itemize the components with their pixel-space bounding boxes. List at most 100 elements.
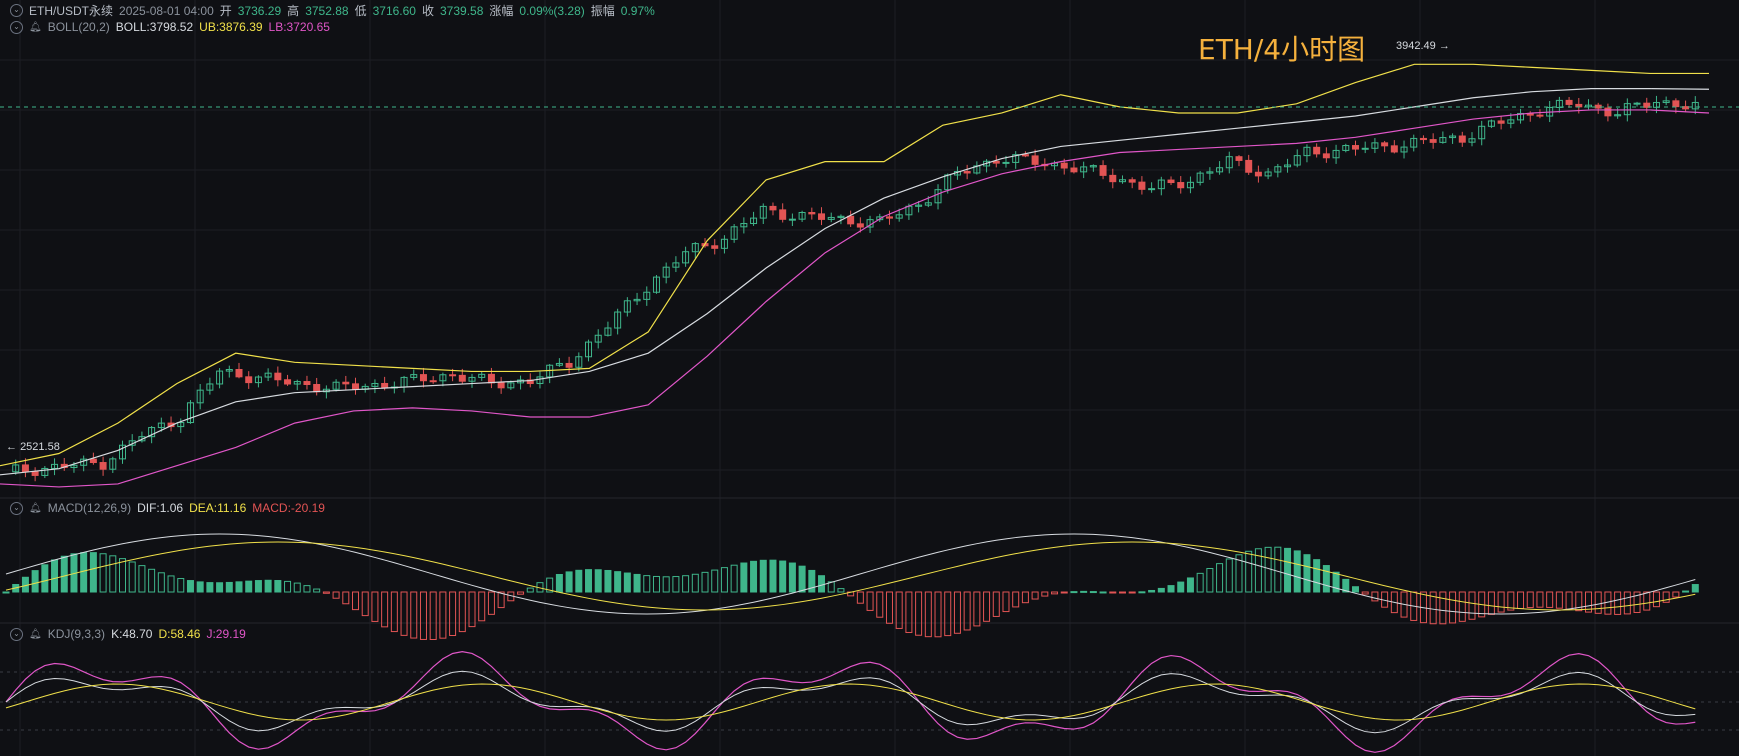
candle-body — [1623, 103, 1631, 116]
macd-bar — [720, 567, 728, 593]
low-value: 3716.60 — [372, 3, 416, 18]
candle-body — [1439, 137, 1447, 143]
macd-bar — [837, 588, 845, 593]
candle-body — [856, 223, 864, 228]
macd-bar — [51, 559, 59, 593]
boll-mid: BOLL:3798.52 — [115, 20, 194, 34]
macd-bar — [915, 591, 923, 636]
open-label: 开 — [219, 4, 232, 18]
candle-body — [478, 373, 486, 378]
macd-bar — [1313, 559, 1321, 593]
macd-bar — [682, 575, 690, 593]
macd-bar — [410, 591, 418, 639]
macd-bar — [876, 591, 884, 618]
macd-bar — [983, 591, 991, 622]
macd-header: ⌄ 🔔︎ MACD(12,26,9) DIF:1.06 DEA:11.16 MA… — [10, 501, 325, 515]
macd-bar — [1186, 577, 1194, 593]
candle-body — [1070, 167, 1078, 173]
low-marker: ← 2521.58 — [6, 441, 60, 453]
macd-bar — [623, 572, 631, 593]
macd-bar — [788, 562, 796, 593]
collapse-icon[interactable]: ⌄ — [10, 20, 23, 34]
candle-body — [177, 422, 185, 428]
macd-bar — [526, 587, 534, 593]
macd-dif: DIF:1.06 — [137, 501, 184, 515]
macd-bar — [973, 591, 981, 627]
macd-bar — [284, 580, 292, 593]
macd-bar — [254, 580, 262, 593]
candle-body — [293, 381, 301, 385]
bell-icon[interactable]: 🔔︎ — [29, 21, 42, 33]
candle-body — [1245, 159, 1253, 173]
candle-body — [1109, 174, 1117, 183]
collapse-icon[interactable]: ⌄ — [10, 4, 23, 17]
candle-body — [371, 382, 379, 387]
change-value: 0.09%(3.28) — [519, 3, 585, 18]
macd-bar — [662, 576, 670, 593]
macd-bar — [1546, 591, 1554, 608]
macd-bar — [827, 581, 835, 593]
macd-bar — [468, 591, 476, 628]
macd-bar — [1439, 591, 1447, 625]
macd-bar — [497, 591, 505, 609]
macd-bar — [866, 591, 874, 611]
macd-bar — [109, 555, 117, 593]
macd-bar — [1274, 546, 1282, 593]
bell-icon[interactable]: 🔔︎ — [29, 502, 42, 514]
macd-bar — [1060, 591, 1068, 594]
candle-body — [555, 362, 563, 366]
candle-body — [1157, 179, 1165, 190]
candle-body — [1682, 106, 1690, 110]
macd-bar — [274, 580, 282, 593]
candle-body — [1206, 171, 1214, 174]
candle-body — [827, 216, 835, 220]
macd-bar — [80, 552, 88, 593]
kdj-k-line — [5, 670, 1696, 734]
kdj-j: J:29.19 — [206, 627, 246, 641]
collapse-icon[interactable]: ⌄ — [10, 501, 23, 515]
macd-bar — [1429, 591, 1437, 625]
macd-bar — [1196, 572, 1204, 593]
candle-body — [274, 372, 282, 381]
candle-body — [1449, 135, 1457, 139]
macd-bar — [216, 582, 224, 593]
macd-bar — [429, 591, 437, 641]
macd-bar — [419, 591, 427, 640]
macd-bar — [1555, 591, 1563, 609]
macd-bar — [60, 555, 68, 593]
macd-bar — [264, 579, 272, 593]
candle-body — [186, 402, 194, 424]
macd-bar — [1303, 554, 1311, 593]
candle-body — [352, 383, 360, 390]
candle-body — [1361, 147, 1369, 150]
macd-bar — [565, 571, 573, 593]
bell-icon[interactable]: 🔔︎ — [29, 628, 42, 640]
symbol: ETH/USDT永续 — [29, 4, 114, 18]
candle-body — [119, 444, 127, 460]
candle-body — [284, 379, 292, 385]
candle-body — [1099, 165, 1107, 176]
macd-bar — [1080, 590, 1088, 593]
candle-body — [1351, 145, 1359, 150]
candle-body — [1293, 155, 1301, 166]
macd-bar — [885, 591, 893, 624]
candle-body — [1235, 156, 1243, 161]
candle-body — [468, 376, 476, 382]
macd-bar — [478, 591, 486, 622]
candle-body — [1254, 171, 1262, 177]
macd-bar — [1021, 591, 1029, 604]
collapse-icon[interactable]: ⌄ — [10, 627, 23, 641]
candle-body — [51, 463, 59, 469]
candle-body — [439, 374, 447, 382]
macd-bar — [1517, 591, 1525, 610]
candle-body — [1458, 135, 1466, 143]
macd-bar — [1487, 591, 1495, 615]
macd-bar — [1691, 584, 1699, 593]
macd-bar — [740, 562, 748, 593]
candle-body — [449, 374, 457, 377]
macd-bar — [167, 575, 175, 593]
kdj-d-line — [5, 683, 1696, 721]
macd-bar — [1507, 591, 1515, 611]
candle-body — [915, 204, 923, 207]
candle-body — [924, 202, 932, 206]
